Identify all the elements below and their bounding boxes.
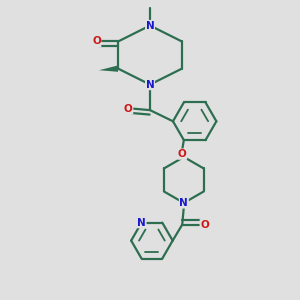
- Text: O: O: [92, 37, 101, 46]
- Text: N: N: [146, 80, 154, 90]
- Polygon shape: [99, 65, 118, 72]
- Text: O: O: [200, 220, 209, 230]
- Text: N: N: [137, 218, 146, 228]
- Text: O: O: [178, 149, 187, 159]
- Text: O: O: [124, 103, 133, 113]
- Text: N: N: [179, 198, 188, 208]
- Text: N: N: [146, 20, 154, 31]
